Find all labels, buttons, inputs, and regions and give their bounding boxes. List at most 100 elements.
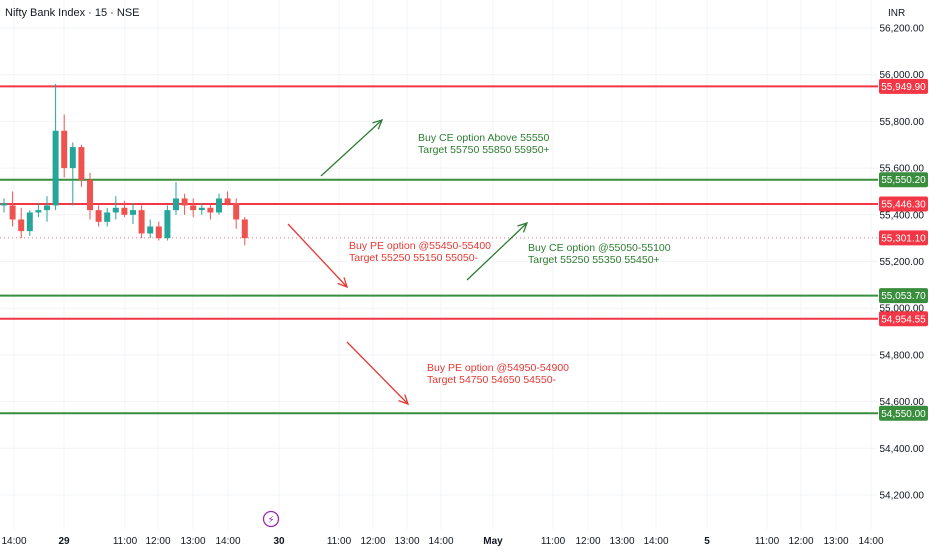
candle xyxy=(198,203,205,215)
price-tick-label: 55,800.00 xyxy=(880,117,925,128)
level-price-tag xyxy=(879,78,928,94)
candle xyxy=(69,142,76,206)
candle xyxy=(9,191,16,227)
candle-body xyxy=(26,212,33,232)
level-price-tag xyxy=(879,405,928,421)
time-tick-label: 14:00 xyxy=(215,536,240,547)
level-price-label: 54,954.55 xyxy=(881,314,926,325)
candle xyxy=(130,203,136,225)
arrow-head xyxy=(337,277,349,289)
price-tick-label: 55,600.00 xyxy=(880,164,925,175)
candle xyxy=(104,207,111,227)
arrow-head xyxy=(372,118,384,130)
level-price-tag xyxy=(879,311,928,327)
time-tick-label: 14:00 xyxy=(858,536,883,547)
current-price-label: 55,301.10 xyxy=(881,233,926,244)
level-price-label: 54,550.00 xyxy=(881,409,926,420)
candle-body xyxy=(112,207,119,213)
candle xyxy=(216,193,222,215)
candle-body xyxy=(95,210,102,222)
candle-body xyxy=(241,219,248,239)
candle-body xyxy=(147,226,154,234)
candle-body xyxy=(69,147,76,169)
time-tick-label: 29 xyxy=(58,536,70,547)
time-tick-label: 11:00 xyxy=(113,536,138,547)
time-tick-label: 12:00 xyxy=(360,536,385,547)
candle-body xyxy=(233,203,240,220)
candle-body xyxy=(61,130,68,169)
candle-body xyxy=(207,207,214,213)
candle xyxy=(181,193,188,215)
annotation-line: Target 55250 55350 55450+ xyxy=(528,254,660,266)
trend-arrow-up xyxy=(466,221,529,281)
event-marker[interactable]: ⚡ xyxy=(262,510,280,528)
level-price-tag xyxy=(879,288,928,304)
price-tick-label: 54,400.00 xyxy=(880,444,925,455)
price-axis[interactable]: 54,200.00 54,400.00 54,600.00 54,800.00 55,0… xyxy=(880,24,925,502)
level-price-tag xyxy=(879,172,928,188)
candle xyxy=(147,219,154,239)
candle-body xyxy=(138,210,145,234)
annotation-line: Target 54750 54650 54550- xyxy=(427,374,557,386)
candle-body xyxy=(173,198,179,211)
candle-body xyxy=(130,210,136,215)
candle-body xyxy=(181,198,188,206)
annotation-line: Target 55750 55850 55950+ xyxy=(418,144,550,156)
candle xyxy=(78,144,85,187)
annotation-line: Buy CE option Above 55550 xyxy=(418,132,550,144)
time-tick-label: 13:00 xyxy=(609,536,634,547)
price-tick-label: 55,200.00 xyxy=(880,257,925,268)
annotation-line: Buy PE option @54950-54900 xyxy=(427,362,569,374)
lightning-icon[interactable] xyxy=(262,510,280,528)
candle xyxy=(241,217,248,246)
candle xyxy=(1,198,7,213)
time-tick-label: 30 xyxy=(273,536,285,547)
arrow-shaft xyxy=(287,223,348,288)
arrow-shaft xyxy=(320,119,383,177)
candle xyxy=(164,205,171,241)
current-price-tag xyxy=(879,230,928,246)
candle-body xyxy=(104,212,111,222)
level-price-label: 55,446.30 xyxy=(881,199,926,210)
annotation-line: Target 55250 55150 55050- xyxy=(349,252,479,264)
time-tick-label: 14:00 xyxy=(428,536,453,547)
time-tick-label: 11:00 xyxy=(327,536,352,547)
candle xyxy=(173,182,179,215)
candle xyxy=(155,221,162,241)
time-tick-label: 11:00 xyxy=(541,536,566,547)
arrow-shaft xyxy=(466,222,528,281)
price-tick-label: 54,200.00 xyxy=(880,490,925,501)
candle-body xyxy=(87,179,93,211)
candle-body xyxy=(190,205,197,211)
candle-body xyxy=(9,205,16,220)
time-tick-label: 5 xyxy=(704,536,710,547)
time-tick-label: May xyxy=(483,536,503,547)
time-axis[interactable]: 14:00 29 11:00 12:00 13:00 14:00 30 11:00 12:00 1… xyxy=(1,536,883,547)
level-price-label: 55,949.90 xyxy=(881,82,926,93)
lightning-glyph: ⚡ xyxy=(267,515,274,526)
candle-body xyxy=(121,207,128,215)
time-tick-label: 14:00 xyxy=(1,536,26,547)
trend-arrows xyxy=(287,118,529,406)
candle xyxy=(26,210,33,236)
candle xyxy=(224,191,231,206)
currency-label: INR xyxy=(888,8,905,19)
price-levels: 55,949.90 55,550.20 55,446.30 55,053.70 54,9… xyxy=(0,78,928,421)
price-tick-label: 56,200.00 xyxy=(880,24,925,35)
chart-title: Nifty Bank Index · 15 · NSE xyxy=(5,7,140,19)
time-tick-label: 14:00 xyxy=(643,536,668,547)
price-tick-label: 55,400.00 xyxy=(880,210,925,221)
time-tick-label: 13:00 xyxy=(180,536,205,547)
time-tick-label: 11:00 xyxy=(755,536,780,547)
candle xyxy=(87,172,93,220)
time-tick-label: 12:00 xyxy=(575,536,600,547)
time-tick-label: 12:00 xyxy=(788,536,813,547)
annotation-line: Buy PE option @55450-55400 xyxy=(349,240,491,252)
time-tick-label: 13:00 xyxy=(394,536,419,547)
